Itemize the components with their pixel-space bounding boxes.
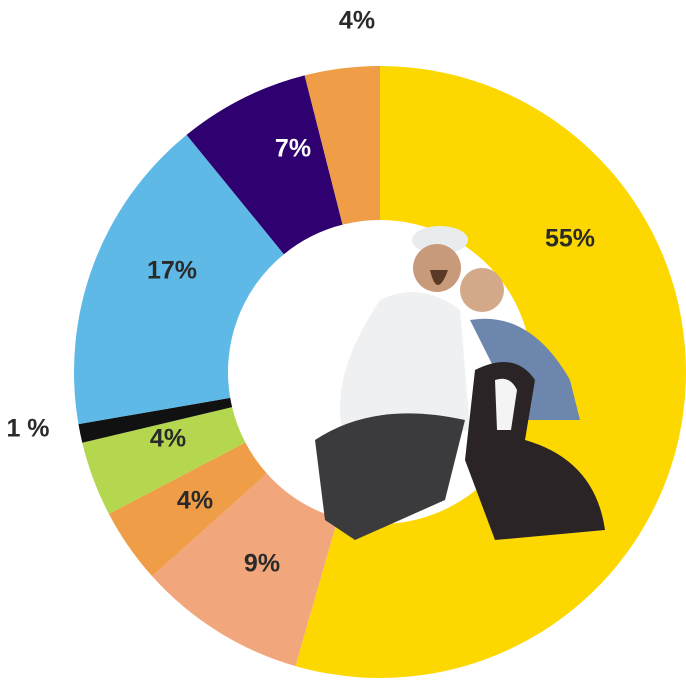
data-label: 17%	[147, 257, 197, 285]
data-label: 1 %	[6, 415, 49, 443]
page: 55%9%4%4%1 %17%7%4% (() => { const data …	[0, 0, 686, 681]
data-label: 9%	[244, 550, 280, 578]
data-label: 7%	[275, 135, 311, 163]
data-label: 4%	[339, 7, 375, 35]
data-label: 4%	[150, 425, 186, 453]
data-label: 4%	[177, 487, 213, 515]
chart: 55% 9% 4% 4% 1 % 17% 7% 4%	[0, 0, 686, 681]
head	[460, 268, 504, 312]
data-label: 55%	[545, 225, 595, 253]
